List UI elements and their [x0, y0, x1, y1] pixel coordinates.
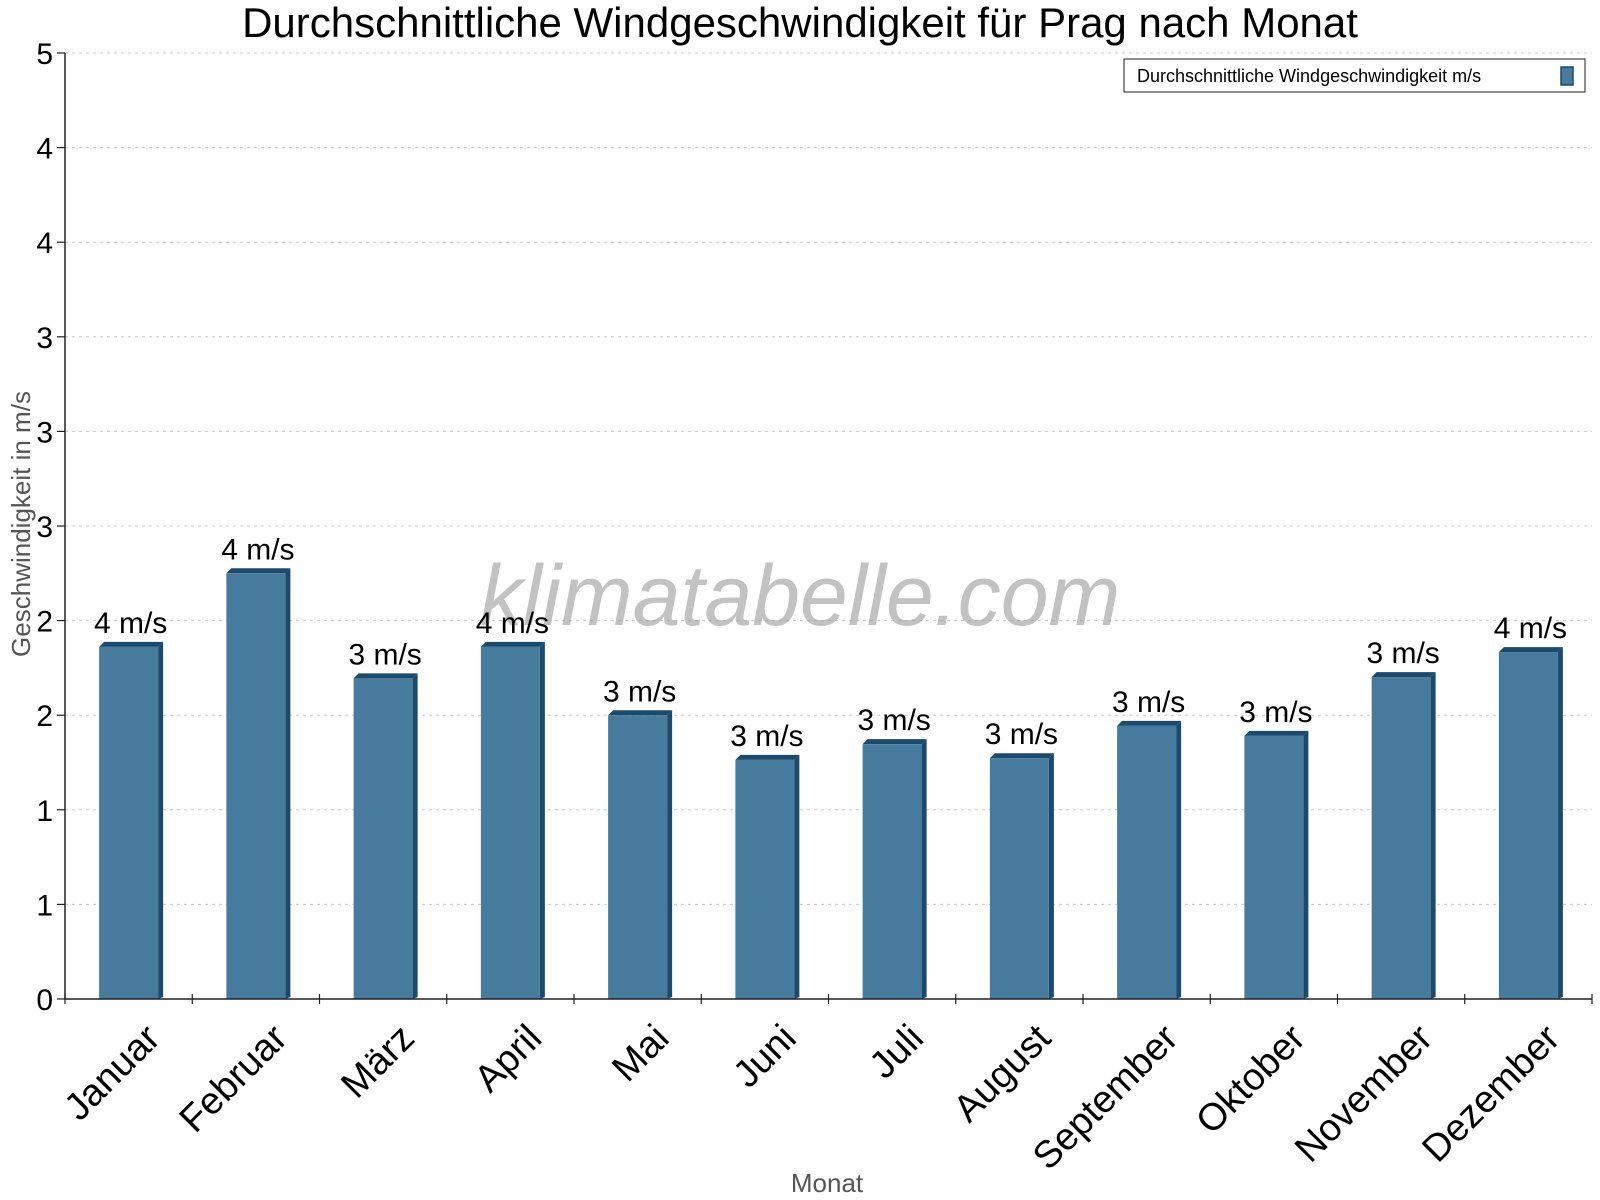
- bars: 4 m/s 4 m/s 3 m/s 4 m/s 3 m/s 3 m/s 3 m/s 3 m/s…: [94, 533, 1567, 999]
- data-label: 3 m/s: [1366, 637, 1439, 670]
- bar-top: [1244, 730, 1309, 736]
- bar: [353, 678, 413, 999]
- bar-side: [1557, 647, 1563, 999]
- x-tick-label: Dezember: [1414, 1017, 1568, 1171]
- legend-swatch: [1560, 66, 1574, 86]
- watermark: klimatabelle.com: [480, 548, 1120, 644]
- bar: [989, 758, 1049, 999]
- x-tick-label: März: [333, 1017, 422, 1106]
- bar: [226, 573, 286, 999]
- bar-side: [285, 568, 291, 999]
- y-axis-title: Geschwindigkeit in m/s: [6, 391, 36, 657]
- y-tick-label: 4: [36, 227, 53, 260]
- y-tick-label: 3: [36, 322, 53, 355]
- bar-side: [794, 754, 800, 999]
- y-tick-label: 0: [36, 984, 53, 1017]
- bar-side: [412, 673, 418, 999]
- bar-side: [921, 739, 927, 999]
- bar-side: [539, 641, 545, 999]
- legend: Durchschnittliche Windgeschwindigkeit m/…: [1123, 58, 1586, 93]
- bar-group: 3 m/s: [348, 638, 422, 999]
- x-tick-label: Februar: [172, 1017, 296, 1141]
- bar-group: 4 m/s: [1494, 612, 1567, 999]
- bar-group: 3 m/s: [857, 704, 931, 999]
- x-tick-label: April: [467, 1017, 550, 1100]
- data-label: 3 m/s: [1112, 686, 1185, 719]
- bar-group: 3 m/s: [730, 720, 804, 999]
- x-tick-label: Januar: [56, 1017, 168, 1129]
- data-label: 3 m/s: [857, 704, 930, 737]
- data-label: 3 m/s: [603, 675, 676, 708]
- bar-group: 3 m/s: [603, 675, 676, 999]
- bar-group: 3 m/s: [1239, 696, 1313, 999]
- bar: [480, 646, 540, 999]
- y-tick-label: 3: [36, 416, 53, 449]
- bar-top: [735, 754, 800, 760]
- bar-top: [1498, 647, 1563, 653]
- y-tick-label: 5: [36, 38, 53, 71]
- legend-label: Durchschnittliche Windgeschwindigkeit m/…: [1137, 66, 1481, 86]
- bar: [1498, 652, 1558, 999]
- bar-side: [158, 641, 164, 999]
- data-label: 3 m/s: [348, 638, 421, 671]
- data-label: 4 m/s: [94, 607, 167, 640]
- bar-group: 4 m/s: [476, 607, 549, 999]
- bar: [1117, 725, 1177, 999]
- y-tick-label: 1: [36, 889, 53, 922]
- bar-group: 4 m/s: [221, 533, 295, 999]
- bar-side: [667, 710, 673, 999]
- bar: [1371, 677, 1431, 999]
- bar-top: [1371, 672, 1436, 678]
- bar-top: [226, 568, 291, 574]
- bar-top: [608, 710, 673, 716]
- x-tick-label: Juni: [726, 1017, 805, 1096]
- bar-side: [1303, 730, 1309, 999]
- bar-group: 4 m/s: [94, 607, 167, 999]
- bar-group: 3 m/s: [1366, 637, 1440, 999]
- data-label: 3 m/s: [1239, 696, 1312, 729]
- bar: [608, 715, 668, 999]
- x-axis-title: Monat: [791, 1168, 864, 1198]
- x-tick-label: Mai: [604, 1017, 677, 1090]
- y-tick-label: 2: [36, 700, 53, 733]
- x-tick-label: Oktober: [1188, 1017, 1314, 1143]
- bar-group: 3 m/s: [985, 718, 1058, 999]
- y-axis-ticks: 0 1 1 2 2 3 3 3 4 4 5: [36, 38, 65, 1017]
- y-tick-label: 4: [36, 133, 53, 166]
- bar-side: [1048, 753, 1054, 999]
- x-tick-label: November: [1287, 1017, 1441, 1171]
- bar-top: [99, 641, 164, 647]
- bar-top: [989, 753, 1054, 759]
- data-label: 4 m/s: [476, 607, 549, 640]
- y-tick-label: 1: [36, 795, 53, 828]
- data-label: 4 m/s: [221, 533, 294, 566]
- chart-title: Durchschnittliche Windgeschwindigkeit fü…: [242, 0, 1358, 46]
- bar-top: [353, 673, 418, 679]
- bar: [99, 646, 159, 999]
- bar-top: [480, 641, 545, 647]
- y-tick-label: 3: [36, 511, 53, 544]
- bar-group: 3 m/s: [1112, 686, 1185, 999]
- bar-side: [1176, 720, 1182, 999]
- x-axis-ticks: Januar Februar März April Mai Juni Juli AugustS…: [56, 994, 1593, 1178]
- y-tick-label: 2: [36, 606, 53, 639]
- data-label: 3 m/s: [730, 720, 803, 753]
- bar: [735, 759, 795, 999]
- bar-top: [862, 739, 927, 745]
- legend-box: [1123, 58, 1586, 93]
- bar-top: [1117, 720, 1182, 726]
- bar: [862, 744, 922, 999]
- x-tick-label: Juli: [862, 1017, 932, 1087]
- x-tick-label: August: [946, 1017, 1060, 1131]
- grid: [65, 52, 1592, 905]
- bar-side: [1430, 672, 1436, 999]
- data-label: 4 m/s: [1494, 612, 1567, 645]
- data-label: 3 m/s: [985, 718, 1058, 751]
- bar: [1244, 735, 1304, 999]
